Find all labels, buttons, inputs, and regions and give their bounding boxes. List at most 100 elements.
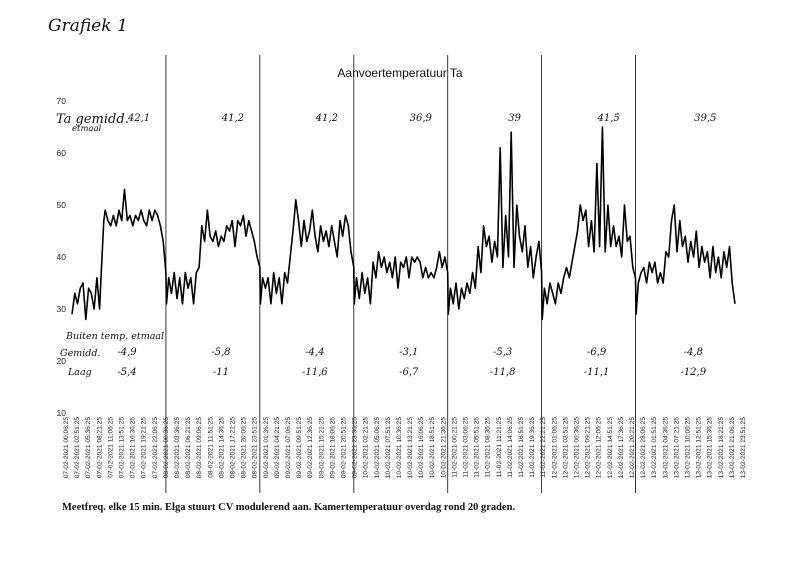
x-tick-label-52: 12-02-2021 20:21:25 xyxy=(629,417,636,479)
outdoor-low-label: Laag xyxy=(68,367,92,378)
chart-title: Aanvoertemperatuur Ta xyxy=(337,66,463,80)
x-tick-label-14: 08-02-2021 11:51:25 xyxy=(207,417,214,478)
y-tick-label-60: 60 xyxy=(57,148,67,158)
outdoor-low-value-2: -11 xyxy=(213,367,229,378)
y-tick-label-30: 30 xyxy=(57,304,67,314)
x-tick-label-40: 11-02-2021 11:21:25 xyxy=(496,417,503,478)
x-tick-label-15: 08-02-2021 14:36:25 xyxy=(218,417,225,479)
x-tick-label-24: 09-02-2021 15:21:25 xyxy=(318,417,325,479)
daily-avg-value-4: 36,9 xyxy=(410,113,433,124)
x-tick-label-17: 08-02-2021 20:06:25 xyxy=(241,417,248,479)
x-tick-label-28: 10-02-2021 02:21:25 xyxy=(363,417,370,479)
outdoor-avg-value-6: -6,9 xyxy=(587,347,607,358)
outdoor-temp-label: Buiten temp. etmaal xyxy=(66,331,165,342)
y-tick-label-10: 10 xyxy=(57,408,67,418)
daily-avg-value-6: 41,5 xyxy=(596,113,619,124)
daily-avg-value-2: 41,2 xyxy=(221,113,244,124)
y-tick-label-20: 20 xyxy=(57,356,67,366)
x-tick-label-32: 10-02-2021 13:21:25 xyxy=(407,417,414,479)
x-tick-label-55: 13-02-2021 04:36:25 xyxy=(662,417,669,479)
x-tick-label-13: 08-02-2021 09:06:25 xyxy=(196,417,203,479)
x-tick-label-37: 11-02-2021 03:06:25 xyxy=(463,417,470,478)
x-tick-label-58: 13-02-2021 12:51:25 xyxy=(696,417,703,479)
x-tick-label-16: 08-02-2021 17:21:25 xyxy=(229,417,236,479)
daily-avg-value-7: 39,5 xyxy=(694,113,716,124)
x-tick-label-49: 12-02-2021 12:06:25 xyxy=(596,417,603,479)
daily-avg-value-5: 39 xyxy=(508,113,521,124)
x-tick-label-20: 09-02-2021 04:21:25 xyxy=(274,417,281,479)
x-tick-label-12: 08-02-2021 06:21:25 xyxy=(185,417,192,479)
x-tick-label-41: 11-02-2021 14:06:25 xyxy=(507,417,514,478)
outdoor-avg-value-1: -4,9 xyxy=(117,347,137,358)
x-tick-label-45: 12-02-2021 01:06:25 xyxy=(551,417,558,479)
x-tick-label-2: 07-02-2021 02:51:25 xyxy=(74,417,81,479)
outdoor-avg-value-4: -3,1 xyxy=(399,347,418,358)
x-tick-label-57: 13-02-2021 10:06:25 xyxy=(685,417,692,479)
x-tick-label-62: 13-02-2021 23:51:25 xyxy=(740,417,747,479)
chart-caption: Meetfreq. elke 15 min. Elga stuurt CV mo… xyxy=(62,502,516,513)
outdoor-low-value-5: -11,8 xyxy=(490,367,516,378)
outdoor-avg-value-7: -4,8 xyxy=(684,347,703,358)
x-tick-label-30: 10-02-2021 07:51:25 xyxy=(385,417,392,479)
x-tick-label-35: 10-02-2021 21:36:25 xyxy=(440,417,447,479)
x-tick-label-33: 10-02-2021 16:06:25 xyxy=(418,417,425,479)
outdoor-low-value-1: -5,4 xyxy=(117,367,136,378)
outdoor-low-value-3: -11,6 xyxy=(302,367,328,378)
x-tick-label-27: 09-02-2021 23:36:25 xyxy=(352,417,359,479)
x-tick-label-8: 07-02-2021 19:21:25 xyxy=(141,417,148,479)
x-tick-label-59: 13-02-2021 15:36:25 xyxy=(707,417,714,479)
x-tick-label-22: 09-02-2021 09:51:25 xyxy=(296,417,303,479)
x-tick-label-5: 07-02-2021 11:06:25 xyxy=(107,417,114,478)
x-tick-label-25: 09-02-2021 18:06:25 xyxy=(329,417,336,479)
x-tick-label-47: 12-02-2021 06:36:25 xyxy=(574,417,581,479)
outdoor-avg-value-3: -4,4 xyxy=(305,347,324,358)
x-tick-label-31: 10-02-2021 10:36:25 xyxy=(396,417,403,479)
x-tick-label-9: 07-02-2021 22:06:25 xyxy=(152,417,159,479)
x-tick-label-29: 10-02-2021 05:06:25 xyxy=(374,417,381,479)
outdoor-avg-value-5: -5,3 xyxy=(493,347,512,358)
x-tick-label-50: 12-02-2021 14:51:25 xyxy=(607,417,614,479)
x-tick-label-51: 12-02-2021 17:36:25 xyxy=(618,417,625,479)
x-tick-label-42: 11-02-2021 16:51:25 xyxy=(518,417,525,478)
y-tick-label-70: 70 xyxy=(57,96,67,106)
daily-avg-value-3: 41,2 xyxy=(315,113,338,124)
x-tick-label-36: 11-02-2021 00:21:25 xyxy=(451,417,458,478)
x-tick-label-18: 08-02-2021 23:51:25 xyxy=(252,417,259,479)
outdoor-low-value-6: -11,1 xyxy=(584,367,610,378)
daily-avg-label: Ta gemidd. xyxy=(56,112,129,127)
x-tick-label-11: 08-02-2021 03:36:25 xyxy=(174,417,181,479)
x-tick-label-10: 08-02-2021 00:36:25 xyxy=(163,417,170,479)
x-tick-label-4: 07-02-2021 08:21:25 xyxy=(96,417,103,479)
x-tick-label-53: 12-02-2021 23:06:25 xyxy=(640,417,647,479)
outdoor-low-value-4: -6,7 xyxy=(399,367,419,378)
x-tick-label-54: 13-02-2021 01:51:25 xyxy=(651,417,658,479)
x-tick-label-7: 07-02-2021 16:36:25 xyxy=(130,417,137,479)
x-tick-label-48: 12-02-2021 09:21:25 xyxy=(585,417,592,479)
x-tick-label-44: 11-02-2021 22:21:25 xyxy=(540,417,547,478)
y-tick-label-40: 40 xyxy=(57,252,67,262)
x-tick-label-21: 09-02-2021 07:06:25 xyxy=(285,417,292,479)
x-tick-label-23: 09-02-2021 12:36:25 xyxy=(307,417,314,479)
handwritten-figure-label: Grafiek 1 xyxy=(48,16,128,36)
x-tick-label-46: 12-02-2021 03:51:25 xyxy=(562,417,569,479)
daily-avg-sublabel: etmaal xyxy=(72,124,102,134)
x-tick-label-38: 11-02-2021 05:51:25 xyxy=(474,417,481,478)
x-tick-label-34: 10-02-2021 18:51:25 xyxy=(429,417,436,479)
x-tick-label-60: 13-02-2021 18:21:25 xyxy=(718,417,725,479)
x-tick-label-26: 09-02-2021 20:51:25 xyxy=(340,417,347,479)
series-line-1 xyxy=(71,126,736,321)
x-tick-label-6: 07-02-2021 13:51:25 xyxy=(118,417,125,479)
y-tick-label-50: 50 xyxy=(57,200,67,210)
x-tick-label-56: 13-02-2021 07:21:25 xyxy=(673,417,680,479)
x-tick-label-39: 11-02-2021 08:36:25 xyxy=(485,417,492,478)
x-tick-label-43: 11-02-2021 19:36:25 xyxy=(529,417,536,478)
x-tick-label-61: 13-02-2021 21:06:25 xyxy=(729,417,736,479)
x-tick-label-3: 07-02-2021 05:36:25 xyxy=(85,417,92,479)
x-tick-label-19: 09-02-2021 01:36:25 xyxy=(263,417,270,479)
x-tick-label-1: 07-02-2021 00:06:25 xyxy=(63,417,70,479)
outdoor-avg-label: Gemidd. xyxy=(60,348,101,359)
outdoor-low-value-7: -12,9 xyxy=(680,367,706,378)
outdoor-avg-value-2: -5,8 xyxy=(211,347,230,358)
daily-avg-value-1: 42,1 xyxy=(127,113,150,124)
